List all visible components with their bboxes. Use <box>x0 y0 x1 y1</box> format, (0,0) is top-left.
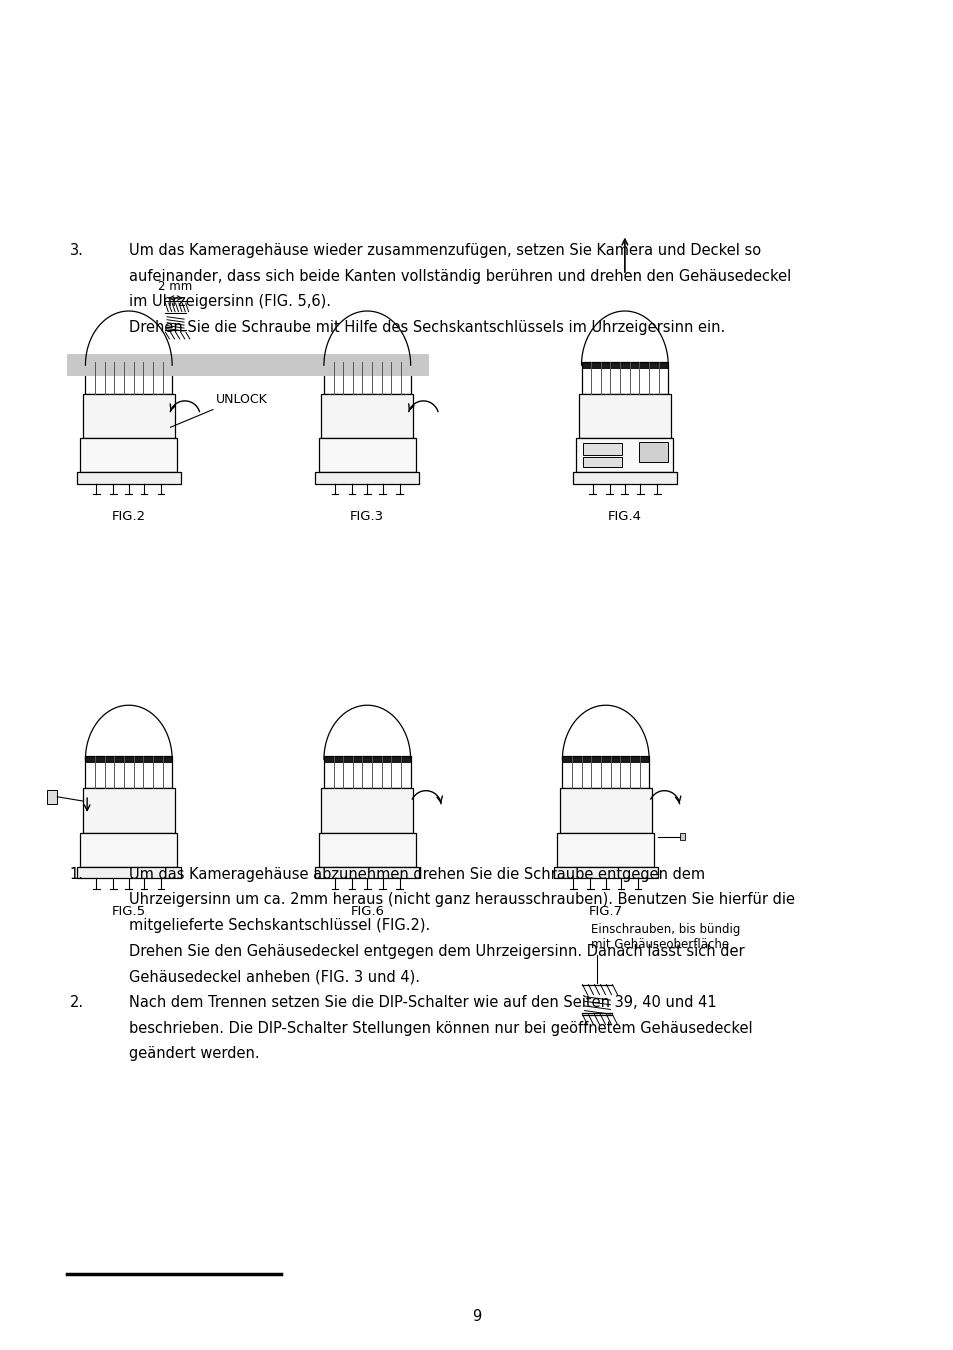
Bar <box>582 458 621 467</box>
Text: aufeinander, dass sich beide Kanten vollständig berühren und drehen den Gehäused: aufeinander, dass sich beide Kanten voll… <box>129 269 790 284</box>
Bar <box>559 788 651 833</box>
Text: Gehäusedeckel anheben (FIG. 3 und 4).: Gehäusedeckel anheben (FIG. 3 und 4). <box>129 969 419 984</box>
Text: Nach dem Trennen setzen Sie die DIP-Schalter wie auf den Seiten 39, 40 und 41: Nach dem Trennen setzen Sie die DIP-Scha… <box>129 995 716 1010</box>
Bar <box>554 867 657 879</box>
Text: Um das Kameragehäuse wieder zusammenzufügen, setzen Sie Kamera und Deckel so: Um das Kameragehäuse wieder zusammenzufü… <box>129 243 760 258</box>
Bar <box>324 756 410 788</box>
Text: UNLOCK: UNLOCK <box>216 393 268 406</box>
Text: 1.: 1. <box>70 867 84 882</box>
Bar <box>86 362 172 394</box>
Bar <box>679 833 684 840</box>
Bar <box>324 756 410 763</box>
Text: Drehen Sie den Gehäusedeckel entgegen dem Uhrzeigersinn. Danach lässt sich der: Drehen Sie den Gehäusedeckel entgegen de… <box>129 944 743 958</box>
Bar <box>83 788 174 833</box>
Text: Einschrauben, bis bündig
mit Gehäuseoberfläche: Einschrauben, bis bündig mit Gehäuseober… <box>591 922 740 950</box>
Bar <box>557 833 654 867</box>
Text: FIG.5: FIG.5 <box>112 904 146 918</box>
Bar <box>639 441 668 462</box>
Bar <box>67 354 429 375</box>
Text: 3.: 3. <box>70 243 84 258</box>
Bar <box>324 362 410 369</box>
Bar <box>581 362 667 369</box>
Text: 2 mm: 2 mm <box>158 279 193 293</box>
Bar <box>80 439 177 472</box>
Text: 2.: 2. <box>70 995 84 1010</box>
Text: FIG.6: FIG.6 <box>350 904 384 918</box>
Bar <box>573 472 676 485</box>
Text: mitgelieferte Sechskantschlüssel (FIG.2).: mitgelieferte Sechskantschlüssel (FIG.2)… <box>129 918 430 933</box>
Text: FIG.7: FIG.7 <box>588 904 622 918</box>
Bar <box>80 833 177 867</box>
Bar <box>581 362 667 394</box>
Text: 9: 9 <box>472 1308 481 1324</box>
Bar <box>47 790 57 803</box>
Bar <box>315 472 418 485</box>
Text: beschrieben. Die DIP-Schalter Stellungen können nur bei geöffnetem Gehäusedeckel: beschrieben. Die DIP-Schalter Stellungen… <box>129 1021 752 1035</box>
Bar <box>83 394 174 439</box>
Bar <box>562 756 648 788</box>
Bar <box>86 756 172 763</box>
Bar <box>318 439 416 472</box>
Bar <box>321 788 413 833</box>
Bar <box>324 362 410 394</box>
Text: Drehen Sie die Schraube mit Hilfe des Sechskantschlüssels im Uhrzeigersinn ein.: Drehen Sie die Schraube mit Hilfe des Se… <box>129 320 724 335</box>
Bar <box>582 443 621 455</box>
Bar <box>318 833 416 867</box>
Bar <box>77 472 180 485</box>
Text: Um das Kameragehäuse abzunehmen drehen Sie die Schraube entgegen dem: Um das Kameragehäuse abzunehmen drehen S… <box>129 867 704 882</box>
Bar <box>562 756 648 763</box>
Text: FIG.2: FIG.2 <box>112 510 146 524</box>
Bar <box>86 362 172 369</box>
Bar <box>576 439 673 472</box>
Bar <box>315 867 418 879</box>
Bar <box>77 867 180 879</box>
Text: FIG.4: FIG.4 <box>607 510 641 524</box>
Bar <box>321 394 413 439</box>
Text: im Uhrzeigersinn (FIG. 5,6).: im Uhrzeigersinn (FIG. 5,6). <box>129 294 331 309</box>
Text: FIG.3: FIG.3 <box>350 510 384 524</box>
Bar <box>578 394 670 439</box>
Text: Uhrzeigersinn um ca. 2mm heraus (nicht ganz herausschrauben). Benutzen Sie hierf: Uhrzeigersinn um ca. 2mm heraus (nicht g… <box>129 892 794 907</box>
Bar <box>86 756 172 788</box>
Text: geändert werden.: geändert werden. <box>129 1046 259 1061</box>
